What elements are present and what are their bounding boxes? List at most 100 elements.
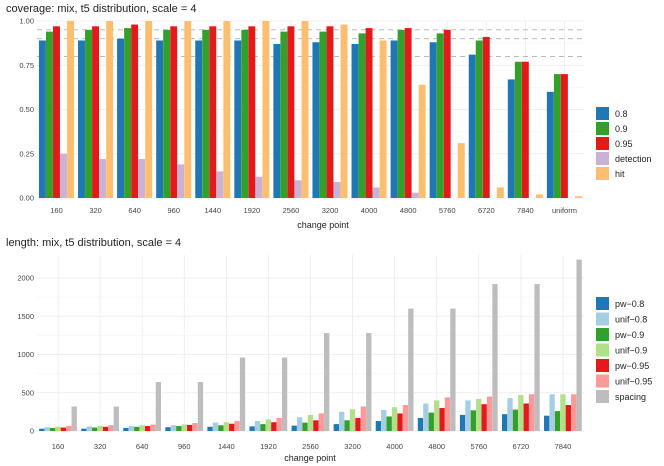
bar bbox=[339, 411, 345, 431]
y-tick-label: 0.25 bbox=[19, 149, 34, 158]
coverage-chart-title: coverage: mix, t5 distribution, scale = … bbox=[6, 3, 196, 15]
legend-label: unif−0.8 bbox=[615, 315, 647, 325]
x-tick-label: 5760 bbox=[439, 206, 456, 215]
legend-swatch bbox=[596, 312, 609, 326]
bar bbox=[150, 424, 156, 431]
y-tick-label: 2000 bbox=[17, 274, 34, 283]
bar bbox=[67, 21, 75, 198]
bar bbox=[470, 410, 477, 431]
legend-swatch bbox=[596, 297, 609, 310]
bar bbox=[501, 414, 508, 431]
bar bbox=[439, 408, 445, 431]
bar bbox=[351, 44, 359, 199]
bar bbox=[475, 40, 483, 198]
bar bbox=[496, 187, 504, 198]
x-tick-label: 4000 bbox=[386, 442, 403, 451]
bar bbox=[546, 91, 554, 198]
bar bbox=[138, 159, 146, 198]
bar bbox=[184, 21, 192, 198]
x-tick-label: 1440 bbox=[204, 206, 221, 215]
bar bbox=[145, 21, 153, 198]
bar bbox=[571, 394, 577, 431]
bar bbox=[271, 422, 277, 431]
bar bbox=[139, 425, 145, 431]
legend-swatch bbox=[596, 152, 609, 165]
y-tick-label: 0 bbox=[30, 427, 34, 436]
bar bbox=[418, 84, 426, 198]
x-tick-label: 2560 bbox=[302, 442, 319, 451]
bar bbox=[60, 427, 67, 431]
bar bbox=[481, 404, 487, 431]
bar bbox=[113, 406, 119, 431]
bar bbox=[92, 26, 100, 199]
x-tick-label: 1920 bbox=[244, 206, 261, 215]
bar bbox=[117, 38, 125, 199]
x-tick-label: 1440 bbox=[218, 442, 235, 451]
bar bbox=[560, 74, 568, 198]
bar bbox=[170, 425, 177, 431]
bar bbox=[486, 396, 493, 431]
x-tick-label: 1920 bbox=[260, 442, 277, 451]
bar bbox=[53, 26, 60, 199]
bar bbox=[202, 29, 210, 198]
bar bbox=[216, 171, 224, 198]
bar bbox=[349, 409, 356, 431]
bar bbox=[209, 26, 217, 199]
bar bbox=[340, 24, 348, 199]
bar bbox=[294, 180, 302, 198]
bar bbox=[229, 423, 235, 431]
y-tick-label: 1000 bbox=[17, 350, 34, 359]
bar bbox=[165, 427, 171, 431]
bar bbox=[381, 409, 387, 431]
bar bbox=[239, 357, 246, 431]
bar bbox=[273, 44, 281, 199]
legend-label: spacing bbox=[615, 392, 646, 402]
length-x-axis-label: change point bbox=[284, 453, 336, 463]
legend-swatch bbox=[596, 122, 609, 135]
length-bars bbox=[39, 259, 582, 431]
bar bbox=[535, 194, 543, 198]
x-tick-label: 4800 bbox=[400, 206, 417, 215]
bar bbox=[365, 28, 373, 198]
bar bbox=[86, 426, 92, 431]
bar bbox=[423, 403, 429, 431]
bar bbox=[71, 406, 77, 431]
bar bbox=[102, 426, 109, 431]
bar bbox=[344, 420, 350, 431]
bar bbox=[81, 428, 87, 431]
bar bbox=[465, 400, 471, 431]
x-tick-label: 160 bbox=[50, 206, 63, 215]
bar bbox=[123, 427, 129, 431]
bar bbox=[549, 394, 555, 431]
bar bbox=[312, 42, 320, 198]
legend-label: pw−0.9 bbox=[615, 330, 644, 340]
bar bbox=[249, 426, 255, 431]
bar bbox=[397, 29, 405, 198]
bar bbox=[417, 417, 424, 431]
bar bbox=[197, 382, 204, 431]
bar bbox=[207, 426, 213, 431]
bar bbox=[544, 415, 550, 431]
bar bbox=[436, 33, 444, 198]
bar bbox=[404, 28, 412, 198]
bar bbox=[262, 21, 270, 198]
bar bbox=[507, 398, 513, 431]
bar bbox=[170, 26, 178, 199]
bar bbox=[218, 425, 224, 431]
bar bbox=[482, 36, 490, 199]
length-gridlines bbox=[37, 255, 584, 432]
bar bbox=[576, 259, 582, 431]
x-tick-label: 2560 bbox=[283, 206, 300, 215]
x-tick-label: 6720 bbox=[478, 206, 495, 215]
bar bbox=[301, 21, 309, 198]
bar bbox=[507, 79, 515, 198]
bar bbox=[276, 417, 282, 431]
legend-swatch bbox=[596, 137, 609, 150]
bar bbox=[302, 422, 308, 431]
bar bbox=[248, 26, 256, 199]
legend-swatch bbox=[596, 107, 609, 120]
bar bbox=[375, 421, 382, 431]
bar bbox=[360, 406, 367, 431]
coverage-legend: 0.8 0.9 0.95 detection hit bbox=[596, 107, 652, 180]
legend-label: unif−0.95 bbox=[615, 377, 652, 387]
